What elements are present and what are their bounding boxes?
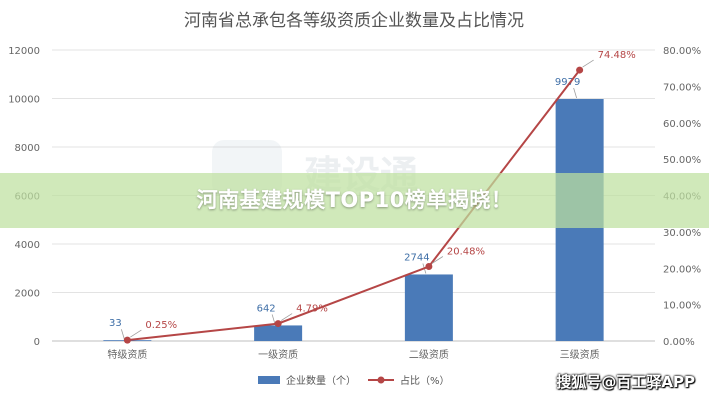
bar-label-leader: [573, 87, 578, 99]
x-axis-ticks: 特级资质 一级资质 二级资质 三级资质: [107, 349, 599, 361]
legend-swatch-bar: [258, 376, 280, 384]
bar-label-leader: [120, 329, 125, 340]
right-tick-label: 70.00%: [663, 82, 701, 93]
x-tick-label: 特级资质: [107, 349, 147, 361]
bar-data-label: 9979: [555, 77, 580, 88]
right-tick-label: 60.00%: [663, 119, 701, 130]
bar-data-label: 642: [257, 303, 276, 314]
right-tick-label: 80.00%: [663, 46, 701, 57]
line-point: [123, 336, 131, 344]
legend-swatch-marker: [377, 376, 385, 384]
right-tick-label: 50.00%: [663, 155, 701, 166]
line-label-leader: [431, 256, 444, 264]
line-series: 0.25% 4.79% 20.48% 74.48%: [123, 50, 636, 344]
line-label-leader: [582, 59, 594, 68]
left-tick-label: 4000: [15, 240, 40, 251]
line-label-leader: [280, 313, 293, 321]
headline-banner: [0, 173, 709, 228]
line-data-label: 4.79%: [296, 304, 328, 315]
legend: 企业数量（个） 占比（%）: [258, 374, 450, 387]
left-tick-label: 0: [34, 337, 40, 348]
line-label-leader: [130, 329, 142, 338]
chart-title: 河南省总承包各等级资质企业数量及占比情况: [184, 11, 524, 31]
line-data-label: 74.48%: [598, 50, 636, 61]
line-point: [576, 66, 584, 74]
left-tick-label: 12000: [8, 46, 40, 57]
x-tick-label: 一级资质: [258, 349, 298, 361]
bar-label-leader: [271, 314, 276, 325]
right-tick-label: 10.00%: [663, 301, 701, 312]
left-tick-label: 10000: [8, 95, 40, 106]
line-data-label: 20.48%: [447, 247, 485, 258]
line-data-label: 0.25%: [145, 320, 177, 331]
bar: [254, 325, 303, 341]
series-line: [127, 69, 581, 342]
headline-text: 河南基建规模TOP10榜单揭晓！: [196, 188, 513, 212]
left-tick-label: 8000: [15, 143, 40, 154]
right-tick-label: 20.00%: [663, 264, 701, 275]
right-tick-label: 30.00%: [663, 228, 701, 239]
line-point: [425, 263, 433, 271]
x-tick-label: 三级资质: [560, 349, 600, 361]
x-tick-label: 二级资质: [409, 349, 449, 361]
bar: [404, 274, 453, 341]
line-point: [274, 320, 282, 328]
left-tick-label: 2000: [15, 289, 40, 300]
bar-data-label: 33: [109, 318, 122, 329]
legend-label: 企业数量（个）: [286, 374, 356, 387]
bar-data-label: 2744: [404, 252, 429, 263]
right-tick-label: 0.00%: [663, 337, 695, 348]
legend-label: 占比（%）: [400, 374, 450, 387]
source-credit: 搜狐号@百工驿APP: [556, 373, 695, 391]
